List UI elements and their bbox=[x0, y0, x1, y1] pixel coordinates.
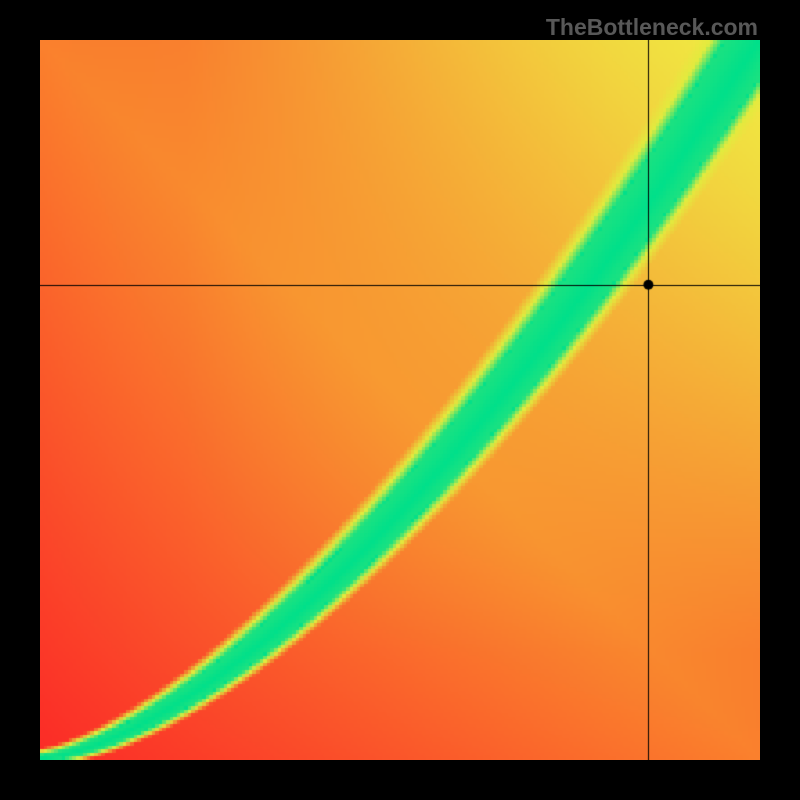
chart-container: TheBottleneck.com bbox=[0, 0, 800, 800]
crosshair-overlay bbox=[40, 40, 760, 760]
watermark-text: TheBottleneck.com bbox=[546, 14, 758, 41]
